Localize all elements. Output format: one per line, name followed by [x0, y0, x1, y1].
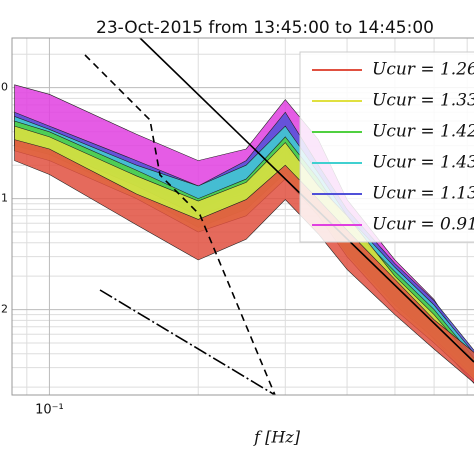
- legend-label: Ucur = 1.26: [372, 60, 474, 80]
- chart-title: 23-Oct-2015 from 13:45:00 to 14:45:00: [96, 18, 434, 38]
- x-tick-label: 10⁻¹: [35, 403, 64, 418]
- reference-dashdot: [99, 289, 276, 396]
- plot-frame: [11, 37, 474, 396]
- y-tick-label: 0: [1, 81, 8, 94]
- bands: [14, 84, 474, 384]
- legend: Ucur = 1.26 Ucur = 1.33 Ucur = 1.42 Ucur = …: [312, 60, 474, 235]
- reference-dashed: [84, 54, 276, 396]
- legend-label: Ucur = 1.43: [372, 153, 474, 173]
- legend-label: Ucur = 1.42: [372, 122, 474, 142]
- legend-box: [299, 51, 474, 243]
- legend-label: Ucur = 1.33: [372, 91, 474, 111]
- y-tick-label: 1: [1, 192, 8, 205]
- legend-label: Ucur = 1.13: [372, 184, 474, 204]
- legend-label: Ucur = 0.91: [372, 215, 474, 235]
- x-axis-label: f [Hz]: [253, 428, 301, 447]
- y-tick-label: 2: [1, 303, 8, 316]
- band: [14, 139, 474, 384]
